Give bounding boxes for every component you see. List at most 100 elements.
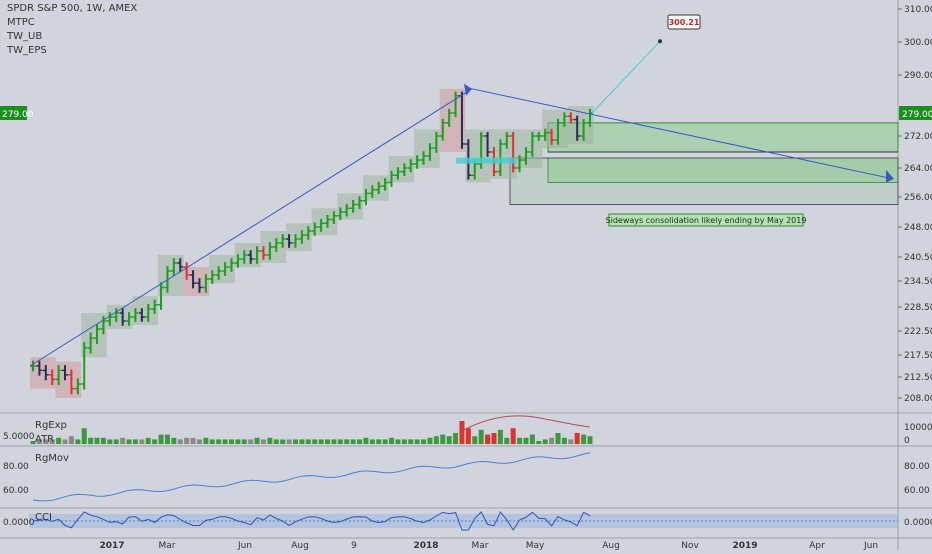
rgexp-bar — [376, 439, 382, 444]
rgexp-bar — [158, 434, 164, 444]
rgexp-bar — [414, 439, 420, 444]
pane-label-rgexp: RgExp — [35, 420, 67, 431]
rgexp-bar — [56, 437, 62, 444]
uptrend-arrow — [464, 83, 472, 96]
rgexp-bar — [260, 439, 266, 444]
time-tick-label: Jun — [237, 541, 252, 550]
target-line — [591, 40, 661, 114]
rgexp-bar — [465, 428, 471, 444]
price-tick-label: 240.50 — [904, 253, 932, 263]
price-tick-label: 234.50 — [904, 277, 932, 287]
rgexp-bar — [132, 439, 138, 444]
rgexp-bar — [43, 439, 49, 444]
rgexp-bar — [88, 437, 94, 444]
current-price-label-right: 279.00 — [902, 110, 932, 120]
target-point — [658, 39, 662, 44]
rgexp-bar — [286, 439, 292, 444]
pane-label-atr: ATR — [35, 434, 55, 445]
price-tick-label: 208.00 — [904, 394, 932, 404]
rgexp-bar — [478, 429, 484, 444]
rgexp-bar — [529, 434, 535, 444]
cci-line — [32, 511, 591, 531]
rgexp-bar — [561, 437, 567, 444]
cci-band — [29, 514, 898, 528]
rgexp-bar — [568, 439, 574, 444]
rgexp-bar — [299, 439, 305, 444]
time-tick-label: Mar — [159, 541, 176, 550]
rgexp-bar — [248, 439, 254, 444]
rgexp-bar — [164, 434, 170, 444]
rgexp-bar — [433, 436, 439, 444]
time-tick-label: 2017 — [99, 541, 124, 550]
rgexp-bar — [350, 439, 356, 444]
rgexp-bar — [94, 437, 100, 444]
indicator-label-tw-eps: TW_EPS — [7, 45, 47, 56]
rgexp-bar — [190, 437, 196, 444]
rgexp-bar — [241, 439, 247, 444]
time-tick-label: May — [526, 541, 545, 550]
note-box — [608, 213, 804, 227]
rgexp-bar — [216, 439, 222, 444]
rgexp-bar — [280, 439, 286, 444]
rgexp-bar — [389, 437, 395, 444]
rgexp-bar — [542, 439, 548, 444]
rgmov-left-tick-80: 80.00 — [3, 462, 29, 472]
target-label-box — [667, 14, 701, 30]
cci-left-tick: 0.0000 — [3, 518, 35, 528]
rgexp-bar — [273, 439, 279, 444]
rgexp-bar — [49, 439, 55, 444]
rgexp-bar — [549, 437, 555, 444]
rgexp-bar — [517, 437, 523, 444]
rgexp-bar — [75, 439, 81, 444]
rgmov-right-tick-60: 60.00 — [904, 486, 930, 496]
rgexp-bar — [292, 439, 298, 444]
rgexp-bar — [331, 439, 337, 444]
rgexp-bar — [408, 439, 414, 444]
rgexp-bar — [196, 439, 202, 444]
price-tick-label: 300.00 — [904, 38, 932, 48]
time-tick-label: 9 — [351, 541, 357, 550]
rgexp-bar — [100, 437, 106, 444]
uptrend-line — [29, 88, 473, 367]
rgmov-line — [32, 452, 591, 502]
rgexp-bar — [203, 437, 209, 444]
price-tick-label: 212.50 — [904, 373, 932, 383]
time-tick-label: 2019 — [732, 541, 757, 550]
price-tick-label: 248.00 — [904, 223, 932, 233]
rgexp-bar — [305, 439, 311, 444]
rgexp-bar — [453, 433, 459, 444]
note-text: Sideways consolidation likely ending by … — [606, 216, 807, 225]
chart-title: SPDR S&P 500, 1W, AMEX — [7, 3, 138, 14]
rgexp-bar — [68, 436, 74, 444]
rgexp-bar — [267, 437, 273, 444]
rgexp-bar — [235, 439, 241, 444]
rgexp-bar — [440, 434, 446, 444]
rgexp-bar — [325, 439, 331, 444]
consolidation-zone-upper — [547, 122, 899, 153]
rgexp-right-tick-bottom: 0 — [904, 436, 910, 446]
rgexp-bar — [401, 439, 407, 444]
rgexp-bar — [446, 436, 452, 444]
rgexp-bar — [510, 428, 516, 444]
rgexp-bar — [555, 433, 561, 444]
rgexp-bar — [184, 437, 190, 444]
time-tick-label: Mar — [472, 541, 489, 550]
rgexp-bar — [587, 436, 593, 444]
rgexp-left-tick: 5.0000 — [3, 432, 35, 442]
rgexp-bar — [62, 439, 68, 444]
rgmov-left-tick-60: 60.00 — [3, 486, 29, 496]
rgexp-bar — [36, 439, 42, 444]
time-tick-label: Jun — [863, 541, 878, 550]
price-tick-label: 256.00 — [904, 193, 932, 203]
rgexp-bar — [171, 437, 177, 444]
price-tick-label: 290.00 — [904, 71, 932, 81]
price-tick-label: 310.00 — [904, 5, 932, 15]
rgexp-bar — [126, 439, 132, 444]
rgexp-bar — [30, 441, 36, 444]
time-tick-label: Aug — [602, 541, 620, 550]
pane-label-cci: CCI — [35, 512, 52, 523]
rgexp-bar — [485, 434, 491, 444]
rgexp-bar — [369, 439, 375, 444]
